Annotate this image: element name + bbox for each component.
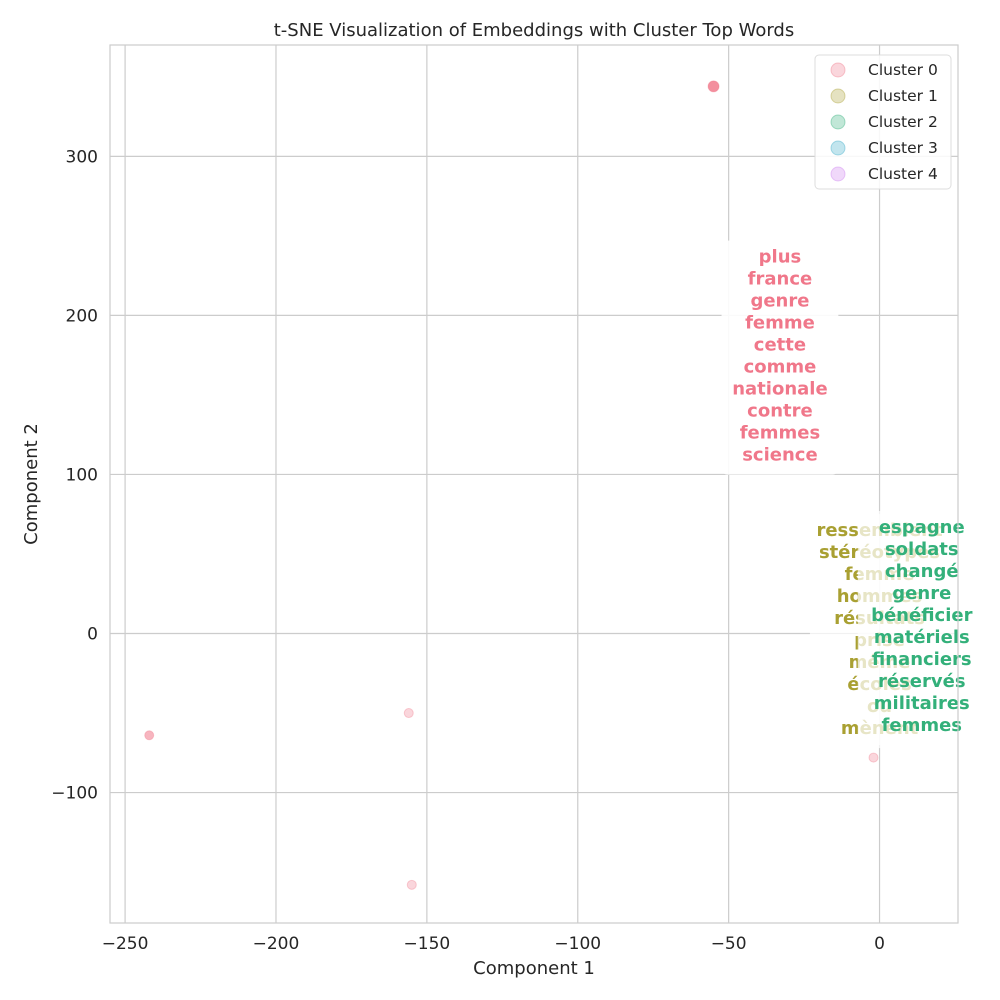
cluster-top-word: réservés: [878, 671, 966, 692]
cluster-annotation: plusfrancegenrefemmecettecommenationalec…: [721, 240, 839, 475]
legend-label: Cluster 3: [868, 139, 938, 157]
annotation-box: [721, 240, 839, 475]
scatter-point: [144, 730, 155, 741]
x-tick-label: −50: [711, 934, 747, 954]
annotation-box: [857, 510, 986, 745]
cluster-top-word: nationale: [732, 379, 827, 400]
cluster-top-word: femme: [745, 313, 815, 334]
cluster-top-word: espagne: [879, 517, 965, 538]
cluster-top-word: comme: [744, 357, 817, 378]
axis-ticks: −250 −200 −150 −100 −50 0 −100 0 100 200 300: [51, 147, 885, 954]
legend-marker: [830, 114, 846, 130]
cluster-annotations: plusfrancegenrefemmecettecommenationalec…: [721, 240, 986, 749]
y-tick-label: −100: [51, 784, 98, 804]
cluster-top-word: genre: [750, 291, 809, 312]
scatter-point-dense: [708, 80, 720, 92]
cluster-top-word: cette: [754, 335, 806, 356]
scatter-points: [144, 80, 879, 890]
cluster-top-word: changé: [885, 561, 959, 582]
legend: Cluster 0 Cluster 1 Cluster 2 Cluster 3 Clus…: [814, 54, 952, 190]
x-tick-label: −250: [102, 934, 149, 954]
legend-label: Cluster 4: [868, 165, 938, 183]
scatter-point: [406, 879, 417, 890]
cluster-top-word: contre: [747, 401, 813, 422]
cluster-top-word: science: [742, 445, 817, 466]
scatter-point-dense: [144, 730, 154, 740]
legend-marker: [830, 62, 846, 78]
cluster-annotation: espagnesoldatschangégenrebénéficiermatér…: [857, 510, 986, 745]
x-tick-label: −200: [253, 934, 300, 954]
cluster-top-word: france: [748, 269, 813, 290]
x-tick-label: −100: [554, 934, 601, 954]
x-axis-title: Component 1: [473, 958, 595, 979]
y-axis-title: Component 2: [21, 423, 42, 545]
legend-box: [814, 54, 952, 190]
legend-label: Cluster 1: [868, 87, 938, 105]
y-tick-label: 100: [66, 465, 98, 485]
x-tick-label: −150: [404, 934, 451, 954]
y-tick-label: 200: [66, 306, 98, 326]
scatter-point: [403, 708, 414, 719]
legend-label: Cluster 2: [868, 113, 938, 131]
cluster-top-word: genre: [892, 583, 951, 604]
cluster-top-word: bénéficier: [871, 605, 973, 626]
y-tick-label: 0: [87, 625, 98, 645]
chart-title: t-SNE Visualization of Embeddings with C…: [274, 20, 794, 41]
legend-marker: [830, 140, 846, 156]
legend-marker: [830, 88, 846, 104]
x-tick-label: 0: [874, 934, 885, 954]
scatter-point: [868, 752, 879, 763]
y-tick-label: 300: [66, 147, 98, 167]
legend-label: Cluster 0: [868, 61, 938, 79]
cluster-top-word: militaires: [874, 693, 970, 714]
cluster-top-word: femmes: [740, 423, 820, 444]
cluster-top-word: plus: [759, 247, 802, 268]
cluster-top-word: femmes: [882, 715, 962, 736]
cluster-top-word: financiers: [872, 649, 972, 670]
legend-marker: [830, 166, 846, 182]
cluster-top-word: soldats: [885, 539, 959, 560]
cluster-top-word: matériels: [874, 627, 970, 648]
plot-frame: [109, 44, 959, 924]
